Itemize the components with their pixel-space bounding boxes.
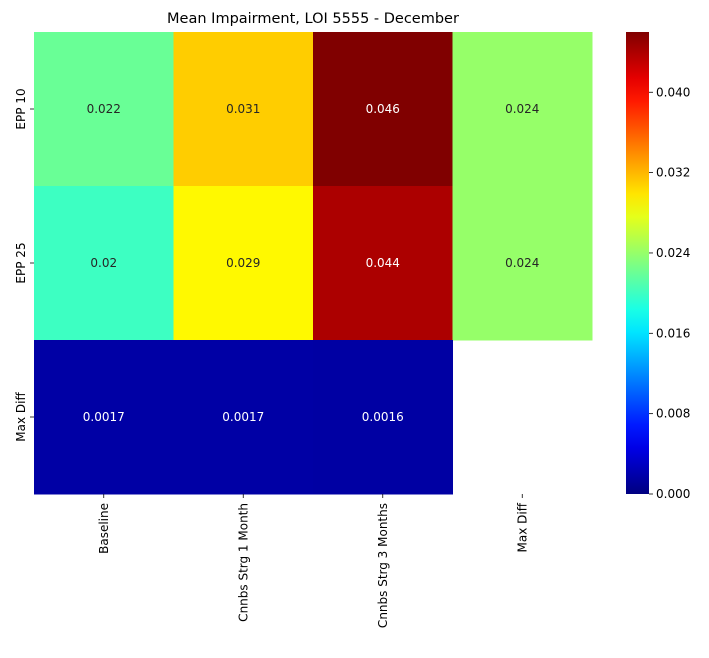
x-tick-label: Cnnbs Strg 1 Month xyxy=(236,503,250,622)
colorbar-tick-label: 0.032 xyxy=(656,166,690,180)
heatmap-cell xyxy=(34,186,174,341)
colorbar-gradient xyxy=(626,32,649,494)
y-tick-label: EPP 25 xyxy=(14,242,28,283)
heatmap-cell xyxy=(313,186,453,341)
x-tick-label: Max Diff xyxy=(515,502,529,552)
chart-title: Mean Impairment, LOI 5555 - December xyxy=(167,11,459,27)
y-tick-label: Max Diff xyxy=(14,392,28,442)
cell-labels: 0.022 0.031 0.046 0.024 0.02 0.029 0.044 0.024 0… xyxy=(83,102,540,424)
cell-label: 0.02 xyxy=(90,256,117,270)
colorbar: 0.000 0.008 0.016 0.024 0.032 0.040 xyxy=(626,32,690,501)
heatmap-cell xyxy=(173,186,314,341)
heatmap-cells xyxy=(34,32,593,495)
cell-label: 0.044 xyxy=(366,256,400,270)
colorbar-tick-label: 0.024 xyxy=(656,246,690,260)
cell-label: 0.029 xyxy=(226,256,260,270)
cell-label: 0.031 xyxy=(226,102,260,116)
cell-label: 0.0016 xyxy=(362,410,404,424)
heatmap-cell xyxy=(34,32,174,187)
cell-label: 0.022 xyxy=(87,102,121,116)
colorbar-tick-label: 0.040 xyxy=(656,85,690,99)
heatmap-cell xyxy=(173,340,314,495)
y-tick-label: EPP 10 xyxy=(14,88,28,129)
x-tick-label: Cnnbs Strg 3 Months xyxy=(376,503,390,628)
x-axis: Baseline Cnnbs Strg 1 Month Cnnbs Strg 3 M… xyxy=(97,494,529,628)
colorbar-tick-label: 0.008 xyxy=(656,407,690,421)
colorbar-tick-label: 0.016 xyxy=(656,326,690,340)
heatmap-cell xyxy=(313,340,453,495)
cell-label: 0.024 xyxy=(505,256,539,270)
cell-label: 0.0017 xyxy=(83,410,125,424)
x-tick-label: Baseline xyxy=(97,503,111,554)
heatmap-cell xyxy=(173,32,314,187)
y-axis: EPP 10 EPP 25 Max Diff xyxy=(14,88,34,442)
cell-label: 0.024 xyxy=(505,102,539,116)
heatmap-cell xyxy=(452,32,593,187)
cell-label: 0.046 xyxy=(366,102,400,116)
colorbar-tick-label: 0.000 xyxy=(656,487,690,501)
heatmap-cell xyxy=(452,186,593,341)
heatmap-cell xyxy=(34,340,174,495)
cell-label: 0.0017 xyxy=(222,410,264,424)
heatmap-cell xyxy=(313,32,453,187)
